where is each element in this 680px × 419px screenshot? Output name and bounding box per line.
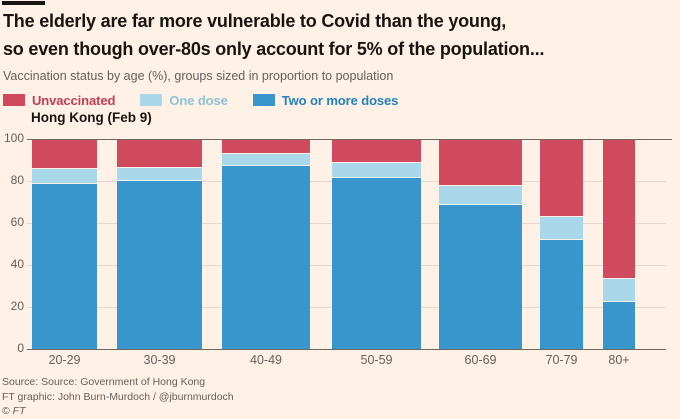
- x-axis-label-50-59: 50-59: [360, 353, 393, 367]
- x-axis-label-30-39: 30-39: [143, 353, 176, 367]
- bar-segment-unvaccinated: [439, 139, 522, 186]
- y-axis-label-0: 0: [17, 341, 24, 355]
- copyright-line: © FT: [2, 405, 26, 417]
- bar-80+: [603, 139, 635, 349]
- two-doses-swatch-icon: [252, 94, 275, 106]
- bar-segment-one-dose: [32, 168, 97, 184]
- bar-segment-one-dose: [222, 152, 310, 166]
- y-axis-label-20: 20: [10, 299, 24, 313]
- legend-item-unvaccinated: Unvaccinated: [3, 93, 115, 108]
- bar-20-29: [32, 139, 97, 349]
- bar-50-59: [332, 139, 421, 349]
- bar-segment-unvaccinated: [32, 139, 97, 169]
- bar-segment-unvaccinated: [332, 139, 421, 163]
- bar-segment-unvaccinated: [540, 139, 583, 216]
- x-axis-label-70-79: 70-79: [545, 353, 578, 367]
- x-axis-label-80+: 80+: [608, 353, 630, 367]
- bar-30-39: [117, 139, 202, 349]
- legend-label-two-doses: Two or more doses: [281, 92, 399, 108]
- page-title-line-2: so even though over-80s only account for…: [3, 39, 545, 59]
- bar-40-49: [222, 139, 310, 349]
- bar-70-79: [540, 139, 583, 349]
- x-axis-label-20-29: 20-29: [48, 353, 81, 367]
- bar-segment-unvaccinated: [603, 139, 635, 278]
- page-title-line-1: The elderly are far more vulnerable to C…: [3, 11, 507, 31]
- chart-subtitle: Vaccination status by age (%), groups si…: [3, 69, 394, 83]
- bar-segment-one-dose: [117, 167, 202, 180]
- legend: Unvaccinated One dose Two or more doses: [3, 92, 423, 108]
- bar-segment-one-dose: [603, 277, 635, 301]
- footer: Source: Source: Government of Hong Kong …: [2, 375, 234, 419]
- plot-area: 20-29 30-39 40-49 50-59 60-69 70-79 80+: [27, 138, 672, 367]
- legend-item-two-doses: Two or more doses: [252, 92, 399, 108]
- page-title: The elderly are far more vulnerable to C…: [3, 7, 663, 63]
- bar-segment-two-or-more-doses: [540, 238, 583, 349]
- bar-segment-one-dose: [439, 185, 522, 205]
- y-axis: 100 80 60 40 20 0: [0, 131, 24, 355]
- y-axis-label-80: 80: [10, 173, 24, 187]
- bar-segment-two-or-more-doses: [603, 300, 635, 349]
- y-axis-label-40: 40: [10, 257, 24, 271]
- ft-tag-bar: [2, 1, 45, 5]
- bar-60-69: [439, 139, 522, 349]
- bar-segment-two-or-more-doses: [117, 179, 202, 349]
- gridline-0: [27, 348, 666, 350]
- source-line: Source: Source: Government of Hong Kong: [2, 376, 206, 388]
- bar-segment-two-or-more-doses: [222, 165, 310, 349]
- bar-segment-unvaccinated: [117, 139, 202, 168]
- x-axis-label-60-69: 60-69: [464, 353, 497, 367]
- bar-segment-one-dose: [540, 215, 583, 239]
- x-axis-label-40-49: 40-49: [250, 353, 282, 367]
- unvaccinated-swatch-icon: [3, 94, 25, 106]
- bar-segment-two-or-more-doses: [32, 183, 97, 349]
- legend-item-one-dose: One dose: [140, 92, 228, 108]
- credit-line: FT graphic: John Burn-Murdoch / @jburnmu…: [2, 390, 234, 403]
- legend-label-one-dose: One dose: [169, 92, 228, 108]
- bar-segment-unvaccinated: [222, 139, 310, 153]
- gridline-100: [27, 138, 672, 140]
- chart-title: Hong Kong (Feb 9): [31, 110, 152, 125]
- y-axis-label-100: 100: [3, 131, 24, 145]
- legend-label-unvaccinated: Unvaccinated: [32, 92, 116, 108]
- one-dose-swatch-icon: [140, 94, 163, 106]
- bar-segment-one-dose: [332, 162, 421, 177]
- bar-segment-two-or-more-doses: [439, 204, 522, 349]
- y-axis-label-60: 60: [10, 215, 24, 229]
- bar-segment-two-or-more-doses: [332, 176, 421, 349]
